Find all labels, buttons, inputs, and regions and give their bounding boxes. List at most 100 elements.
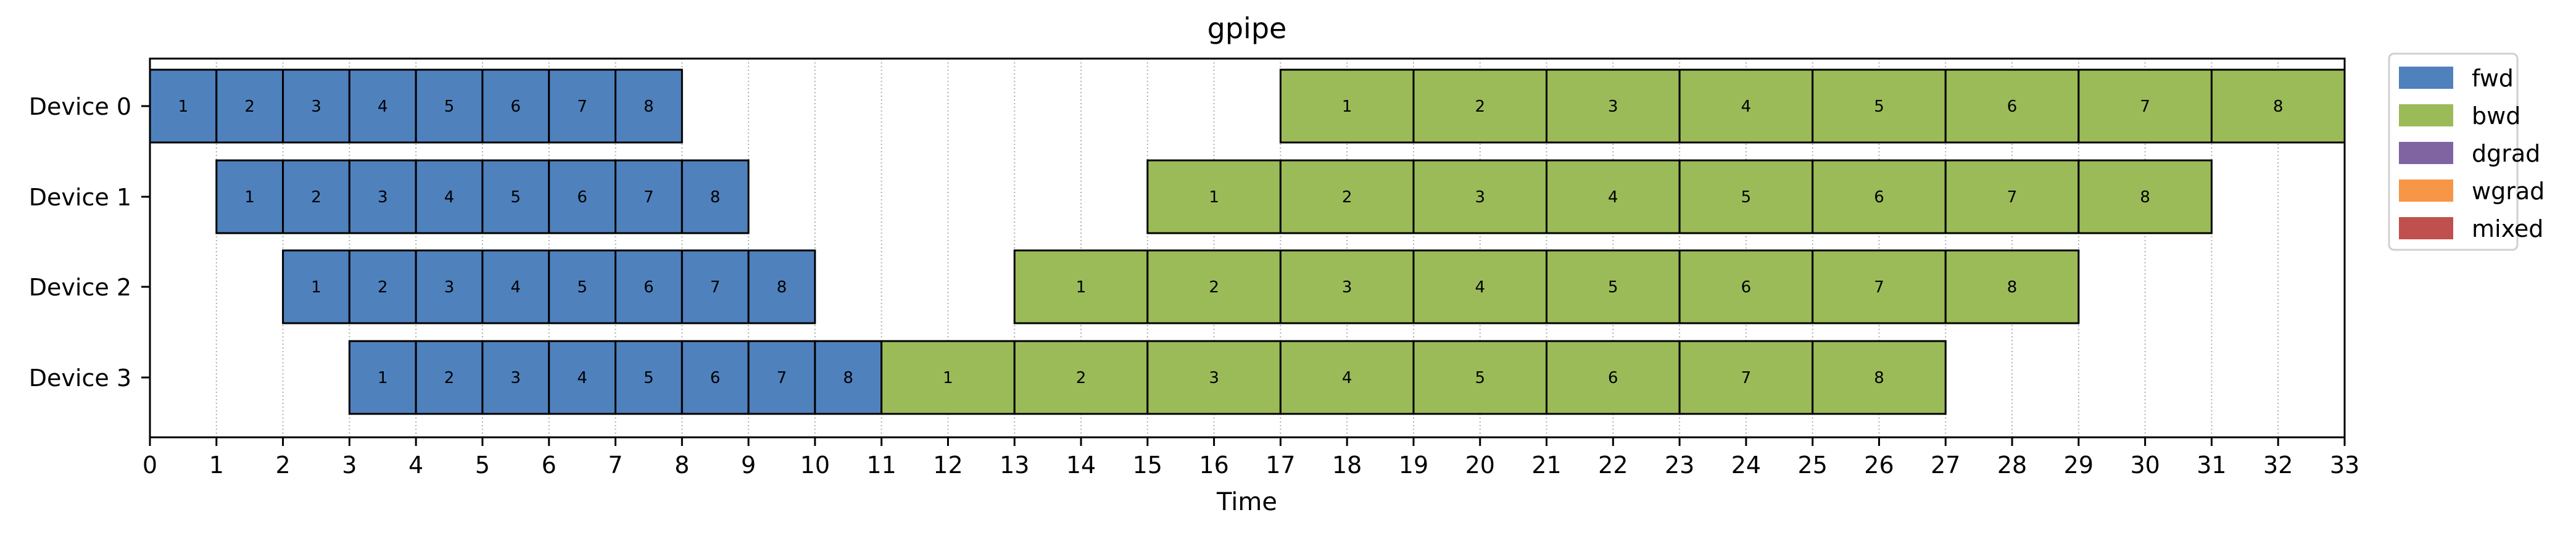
bar-label: 4 [1475,278,1485,297]
bar-label: 1 [378,369,388,387]
bar-label: 6 [710,369,721,387]
fwd-bar [348,249,417,324]
bwd-bar [1678,159,1814,234]
bar-label: 4 [378,97,388,116]
bar-label: 1 [311,278,321,297]
bwd-bar [1279,159,1415,234]
legend-label: mixed [2472,215,2543,242]
x-tick-label: 10 [800,451,830,479]
x-tick-label: 2 [275,451,290,479]
y-tick-label: Device 0 [29,93,131,120]
bar-label: 8 [644,97,654,116]
bwd-bar [1812,159,1947,234]
bar-label: 3 [1342,278,1352,297]
bar-label: 3 [511,369,521,387]
x-tick-label: 27 [1931,451,1960,479]
y-tick-label: Device 3 [29,365,131,392]
y-axis: Device 0 Device 1 Device 2 Device 3 [29,93,150,392]
x-tick-label: 0 [143,451,157,479]
x-axis: 0 1 2 3 4 5 6 7 8 9 10 11 12 13 14 15 16 17 18 19 20 21 22 23 24… [143,437,2359,479]
fwd-bar [282,159,350,234]
bar-label: 2 [1076,369,1087,387]
bwd-bar [1013,249,1149,324]
bwd-bar [1678,340,1814,415]
bar-label: 5 [1741,188,1752,207]
bar-label: 4 [577,369,587,387]
bwd-bar [1546,340,1681,415]
bar-label: 3 [444,278,455,297]
bar-label: 3 [1209,369,1219,387]
bar-label: 7 [2140,97,2150,116]
bar-label: 1 [1342,97,1352,116]
bar-label: 6 [644,278,654,297]
fwd-bar [415,249,484,324]
x-tick-label: 15 [1133,451,1162,479]
bar-label: 8 [777,278,787,297]
bwd-bar [1279,340,1415,415]
fwd-bar [282,68,350,144]
bwd-bar [2077,68,2213,144]
fwd-bar [415,159,484,234]
x-tick-label: 31 [2197,451,2226,479]
fwd-bar [548,68,617,144]
fwd-bar [215,68,284,144]
bwd-bar [1678,68,1814,144]
bar-label: 4 [1608,188,1618,207]
bar-label: 7 [2007,188,2018,207]
legend-label: fwd [2472,65,2514,92]
bar-label: 7 [644,188,654,207]
legend: fwd bwd dgrad wgrad mixed [2388,52,2545,251]
bar-label: 5 [511,188,521,207]
legend-swatch [2399,67,2453,89]
bar-label: 4 [1741,97,1752,116]
x-tick-label: 26 [1864,451,1894,479]
x-tick-label: 16 [1199,451,1228,479]
bwd-bar [1279,249,1415,324]
bar-label: 4 [511,278,521,297]
bar-label: 5 [1475,369,1485,387]
x-tick-label: 13 [1000,451,1029,479]
bwd-bar [1546,249,1681,324]
bar-label: 7 [710,278,721,297]
bar-label: 1 [943,369,953,387]
x-tick-label: 5 [475,451,490,479]
bar-label: 6 [1608,369,1618,387]
bwd-bar [880,340,1016,415]
fwd-bar [548,340,617,415]
bwd-bar [2077,159,2213,234]
bar-label: 3 [311,97,321,116]
fwd-bar [615,68,683,144]
x-tick-label: 3 [342,451,357,479]
legend-swatch [2399,104,2453,126]
fwd-bar [481,68,550,144]
bar-label: 5 [444,97,455,116]
x-tick-label: 11 [866,451,896,479]
x-tick-label: 6 [542,451,557,479]
x-tick-label: 14 [1066,451,1096,479]
legend-swatch [2399,142,2453,164]
bar-label: 6 [577,188,587,207]
bar-label: 6 [1741,278,1752,297]
bar-label: 1 [178,97,189,116]
bar-label: 6 [2007,97,2018,116]
bar-label: 5 [1608,278,1618,297]
legend-swatch [2399,217,2453,239]
fwd-bar [481,159,550,234]
bwd-bar [1412,249,1548,324]
bar-label: 2 [378,278,388,297]
fwd-bar [615,159,683,234]
fwd-bar [149,68,218,144]
fwd-bar [415,68,484,144]
bar-label: 8 [843,369,853,387]
bwd-bar [1546,68,1681,144]
fwd-bar [681,159,750,234]
x-tick-label: 12 [933,451,963,479]
bar-label: 5 [1874,97,1884,116]
x-tick-label: 4 [408,451,423,479]
fwd-bar [348,68,417,144]
x-tick-label: 8 [674,451,689,479]
fwd-bar [481,249,550,324]
x-tick-label: 32 [2263,451,2293,479]
bar-label: 1 [1209,188,1219,207]
